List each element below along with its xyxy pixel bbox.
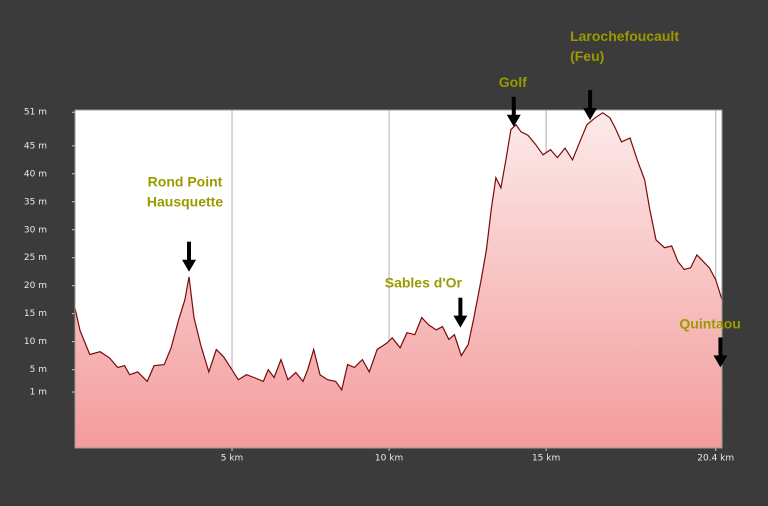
annotation-text: Larochefoucault <box>570 28 679 44</box>
elevation-area <box>75 112 722 449</box>
y-tick-label: 40 m <box>24 169 47 179</box>
x-tick-label: 5 km <box>221 454 244 464</box>
y-tick-label: 25 m <box>24 253 47 263</box>
y-tick-label: 1 m <box>30 388 47 398</box>
annotation-arrow-head <box>453 315 468 328</box>
y-tick-label: 35 m <box>24 197 47 207</box>
plot-border <box>74 109 723 449</box>
x-tick-label: 15 km <box>532 454 560 464</box>
x-tick-label: 20.4 km <box>697 454 734 464</box>
y-tick-label: 5 m <box>30 365 47 375</box>
annotation-arrow-head <box>583 108 598 121</box>
annotation-text: Rond Point <box>148 174 223 190</box>
y-tick-label: 20 m <box>24 281 47 291</box>
y-tick-label: 30 m <box>24 225 47 235</box>
annotation-arrow-head <box>713 355 728 368</box>
annotation-text: Sables d'Or <box>385 275 463 291</box>
y-tick-label: 15 m <box>24 309 47 319</box>
annotation-text: Hausquette <box>147 194 223 210</box>
x-tick-label: 10 km <box>375 454 403 464</box>
annotation-arrow-head <box>182 259 197 272</box>
annotation-text: (Feu) <box>570 48 604 64</box>
annotation-text: Quintaou <box>679 315 740 331</box>
y-tick-label: 10 m <box>24 337 47 347</box>
y-tick-label: 51 m <box>24 108 47 118</box>
elevation-line <box>74 112 723 392</box>
y-tick-label: 45 m <box>24 141 47 151</box>
annotation-arrow-head <box>506 114 521 127</box>
annotation-text: Golf <box>499 74 527 90</box>
